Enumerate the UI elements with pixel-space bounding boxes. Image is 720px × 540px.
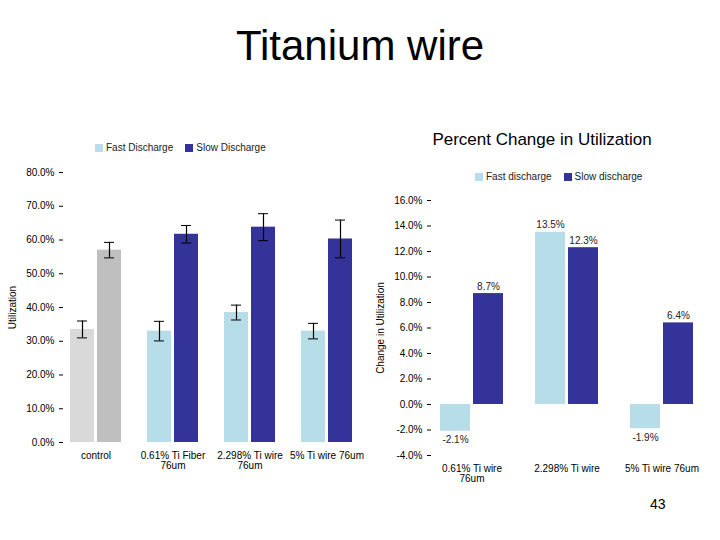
svg-text:8.7%: 8.7% [477, 281, 500, 292]
svg-text:16.0%: 16.0% [394, 195, 422, 206]
svg-text:6.4%: 6.4% [667, 310, 690, 321]
html-text:Percent Change in Utilization: Percent Change in Utilization [432, 130, 652, 149]
svg-text:5% Ti wire 76um: 5% Ti wire 76um [625, 463, 699, 474]
svg-text:5% Ti wire 76um: 5% Ti wire 76um [290, 450, 364, 461]
svg-text:Change in Utilization: Change in Utilization [375, 282, 386, 374]
svg-text:50.0%: 50.0% [26, 268, 54, 279]
svg-text:80.0%: 80.0% [26, 167, 54, 178]
html-text:Fast Discharge: Fast Discharge [106, 142, 174, 153]
svg-text:13.5%: 13.5% [536, 219, 564, 230]
html-text:Slow Discharge: Slow Discharge [196, 142, 266, 153]
svg-text:-2.1%: -2.1% [442, 434, 468, 445]
svg-text:10.0%: 10.0% [394, 271, 422, 282]
html-text:43: 43 [650, 496, 666, 512]
svg-text:12.3%: 12.3% [569, 235, 597, 246]
svg-text:70.0%: 70.0% [26, 200, 54, 211]
svg-text:12.0%: 12.0% [394, 246, 422, 257]
svg-text:10.0%: 10.0% [26, 403, 54, 414]
svg-text:control: control [81, 450, 111, 461]
svg-text:-2.0%: -2.0% [396, 424, 422, 435]
svg-text:0.0%: 0.0% [400, 399, 423, 410]
svg-text:-4.0%: -4.0% [396, 450, 422, 461]
svg-text:2.298% Ti wire76um: 2.298% Ti wire76um [217, 450, 283, 471]
svg-text:20.0%: 20.0% [26, 369, 54, 380]
html-text:Titanium wire: Titanium wire [235, 22, 485, 69]
svg-text:60.0%: 60.0% [26, 234, 54, 245]
svg-text:14.0%: 14.0% [394, 220, 422, 231]
svg-text:Utilization: Utilization [7, 286, 18, 329]
svg-text:-1.9%: -1.9% [632, 432, 658, 443]
svg-text:8.0%: 8.0% [400, 297, 423, 308]
svg-text:4.0%: 4.0% [400, 348, 423, 359]
html-text:Fast discharge: Fast discharge [486, 171, 552, 182]
svg-text:0.61% Ti Fiber76um: 0.61% Ti Fiber76um [141, 450, 206, 471]
svg-text:2.0%: 2.0% [400, 373, 423, 384]
svg-text:30.0%: 30.0% [26, 335, 54, 346]
html-text:Slow discharge: Slow discharge [574, 171, 643, 182]
svg-text:0.61% Ti wire76um: 0.61% Ti wire76um [442, 463, 502, 484]
svg-text:40.0%: 40.0% [26, 302, 54, 313]
svg-text:0.0%: 0.0% [32, 437, 55, 448]
svg-text:6.0%: 6.0% [400, 322, 423, 333]
svg-text:2.298% Ti wire: 2.298% Ti wire [534, 463, 600, 474]
